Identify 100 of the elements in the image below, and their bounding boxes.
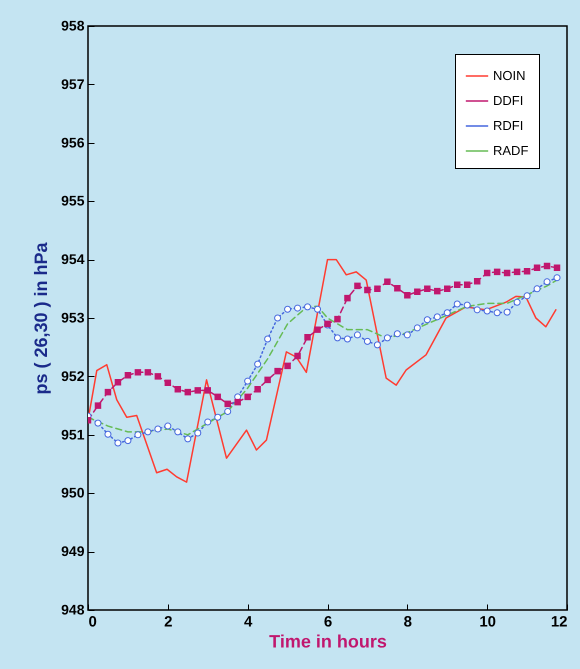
point (544, 278, 551, 286)
point (404, 331, 411, 338)
point (144, 428, 152, 436)
point (274, 368, 281, 374)
point (464, 302, 471, 309)
y-axis-title: ps ( 26,30 ) in hPa (31, 241, 52, 395)
point (134, 431, 142, 438)
point (244, 394, 251, 400)
point (494, 268, 500, 276)
point (104, 430, 112, 438)
point (494, 309, 501, 316)
point (424, 316, 431, 324)
point (474, 278, 480, 284)
point (184, 388, 192, 396)
point (194, 387, 202, 394)
y-tick-label: 951 (61, 426, 85, 442)
point (434, 288, 441, 294)
y-tick-label: 955 (61, 192, 85, 209)
point (404, 292, 411, 298)
y-tick-label: 950 (61, 484, 85, 501)
point (284, 306, 292, 313)
y-tick-label: 957 (61, 76, 85, 92)
x-tick-label: 0 (88, 614, 97, 630)
point (164, 380, 172, 386)
point (284, 362, 291, 370)
point (114, 439, 122, 446)
point (504, 270, 510, 276)
point (164, 422, 172, 430)
y-tick-label: 954 (61, 251, 85, 268)
point (224, 408, 232, 415)
point (544, 262, 550, 270)
point (414, 324, 421, 332)
y-tick-label: 956 (61, 134, 85, 150)
point (414, 288, 421, 295)
point (344, 336, 351, 343)
point (114, 379, 122, 386)
x-tick-label: 6 (324, 614, 332, 630)
point (234, 398, 241, 406)
point (344, 294, 351, 302)
y-tick-label: 948 (61, 602, 85, 618)
point (294, 304, 302, 312)
x-tick-label: 8 (404, 614, 412, 630)
point (224, 400, 231, 408)
point (354, 331, 361, 338)
point (274, 314, 282, 322)
point (214, 394, 221, 400)
point (184, 435, 192, 442)
point (444, 286, 450, 292)
point (514, 298, 521, 306)
y-tick-label: 958 (61, 18, 85, 34)
point (174, 386, 182, 392)
point (204, 387, 211, 394)
y-tick-label: 949 (61, 543, 85, 560)
point (254, 360, 262, 368)
point (384, 278, 391, 286)
point (454, 281, 460, 288)
point (394, 284, 401, 292)
point (124, 372, 132, 378)
point (134, 369, 142, 376)
point (554, 274, 561, 282)
point (534, 285, 541, 292)
y-tick-label: 952 (61, 368, 85, 384)
legend-label: RADF (493, 143, 528, 158)
point (214, 414, 222, 421)
point (314, 306, 322, 313)
point (394, 330, 401, 338)
point (124, 437, 132, 444)
point (314, 326, 321, 333)
point (304, 303, 312, 310)
point (484, 308, 491, 314)
point (474, 306, 481, 314)
point (294, 352, 301, 360)
point (434, 313, 441, 320)
legend-label: RDFI (493, 118, 524, 133)
point (304, 334, 311, 341)
point (504, 308, 511, 316)
point (264, 336, 272, 343)
point (384, 334, 391, 342)
point (194, 430, 202, 437)
point (94, 420, 102, 427)
line-series (88, 258, 557, 483)
point (104, 388, 112, 396)
point (144, 369, 152, 376)
x-tick-label: 10 (479, 614, 496, 630)
point (204, 418, 212, 426)
point (154, 425, 162, 432)
point (254, 386, 261, 392)
point (524, 292, 531, 300)
point (464, 281, 470, 288)
point (334, 334, 341, 342)
legend-label: DDFI (493, 93, 524, 108)
x-tick-label: 2 (164, 614, 173, 630)
point (364, 338, 371, 345)
point (514, 268, 520, 276)
point (154, 373, 162, 380)
point (264, 376, 271, 384)
point (374, 341, 381, 348)
point (444, 309, 451, 316)
point (454, 300, 461, 308)
point (244, 378, 252, 385)
